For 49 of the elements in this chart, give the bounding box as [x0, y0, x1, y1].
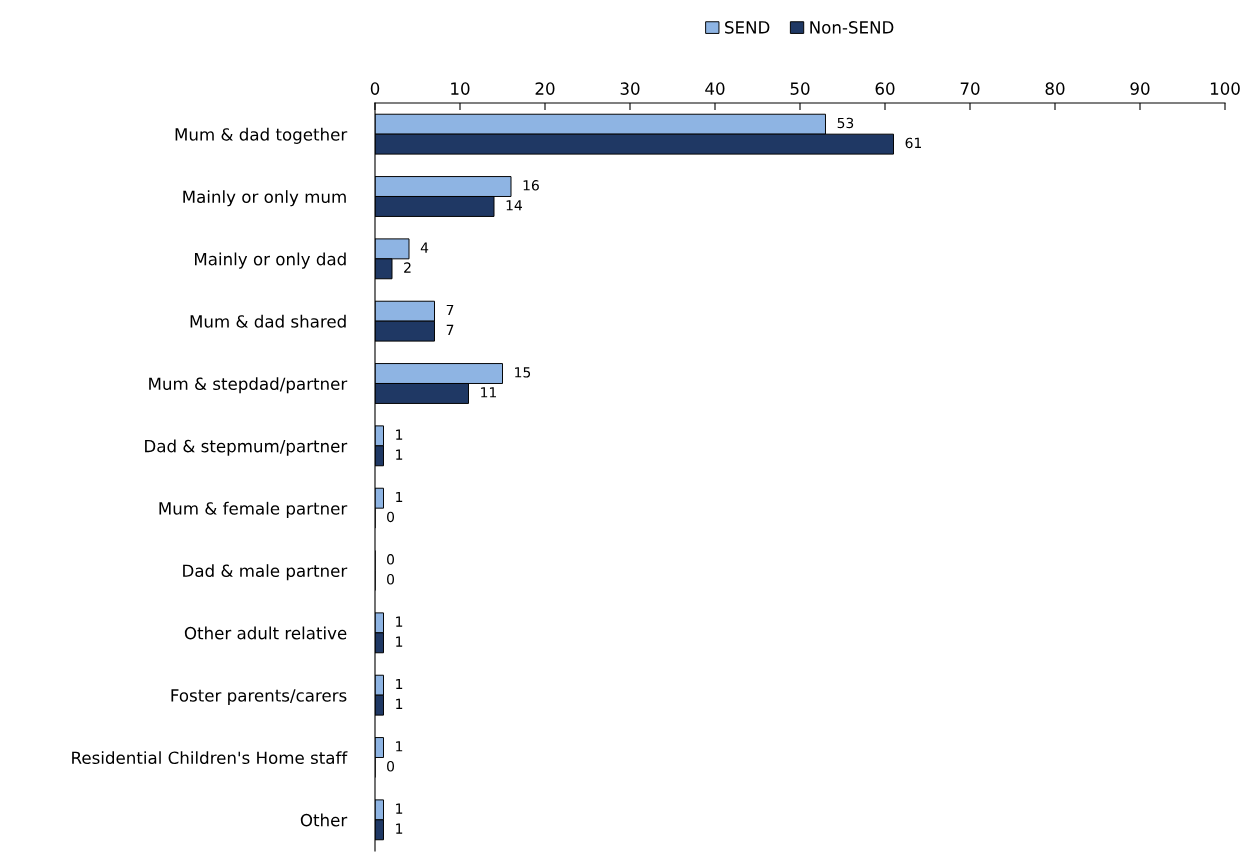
y-tick-label: Dad & stepmum/partner	[145, 439, 348, 456]
x-tick-label: 50	[790, 82, 810, 95]
y-tick-label: Mum & female partner	[159, 501, 348, 518]
data-label: 1	[396, 741, 403, 752]
legend-label: SEND	[725, 21, 770, 34]
x-tick-label: 30	[620, 82, 640, 95]
y-tick-label: Other	[300, 813, 348, 827]
y-tick-label: Mainly or only dad	[195, 252, 346, 269]
x-tick-label: 60	[875, 82, 895, 95]
y-tick-label: Residential Children's Home staff	[72, 751, 348, 765]
data-label: 14	[506, 200, 523, 211]
y-tick-label: Foster parents/carers	[171, 689, 347, 705]
data-label: 1	[396, 678, 403, 690]
data-label: 1	[396, 449, 403, 460]
data-label: 0	[387, 574, 395, 585]
data-label: 1	[396, 803, 403, 814]
x-tick-label: 80	[1045, 82, 1065, 95]
data-label: 61	[905, 137, 921, 149]
data-label: 4	[420, 242, 429, 253]
x-tick-label: 90	[1130, 82, 1150, 95]
y-tick-label: Other adult relative	[184, 626, 347, 640]
y-tick-label: Mum & dad shared	[190, 314, 346, 328]
data-label: 1	[396, 429, 403, 440]
data-label: 1	[396, 823, 403, 834]
x-tick-label: 70	[960, 82, 980, 95]
y-tick-label: Dad & male partner	[183, 564, 348, 581]
x-tick-label: 20	[535, 82, 555, 95]
legend-label: Non-SEND	[810, 21, 894, 34]
y-tick-label: Mum & dad together	[175, 127, 348, 144]
data-label: 1	[396, 491, 403, 503]
x-tick-label: 100	[1210, 82, 1240, 95]
data-label: 0	[387, 554, 395, 565]
data-label: 0	[387, 511, 395, 523]
data-label: 7	[446, 304, 454, 316]
data-label: 1	[396, 636, 403, 647]
data-label: 1	[396, 698, 403, 709]
data-label: 2	[404, 262, 411, 273]
y-tick-label: Mum & stepdad/partner	[149, 377, 348, 394]
y-tick-label: Mainly or only mum	[183, 190, 346, 207]
x-tick-label: 40	[705, 82, 725, 95]
x-tick-label: 10	[451, 82, 470, 95]
data-label: 11	[481, 387, 496, 398]
x-tick-label: 0	[370, 82, 380, 95]
data-label: 0	[387, 761, 395, 772]
data-label: 15	[515, 367, 531, 378]
data-label: 53	[837, 117, 854, 129]
data-label: 7	[446, 324, 454, 335]
data-label: 1	[396, 616, 403, 627]
data-label: 16	[523, 180, 539, 191]
